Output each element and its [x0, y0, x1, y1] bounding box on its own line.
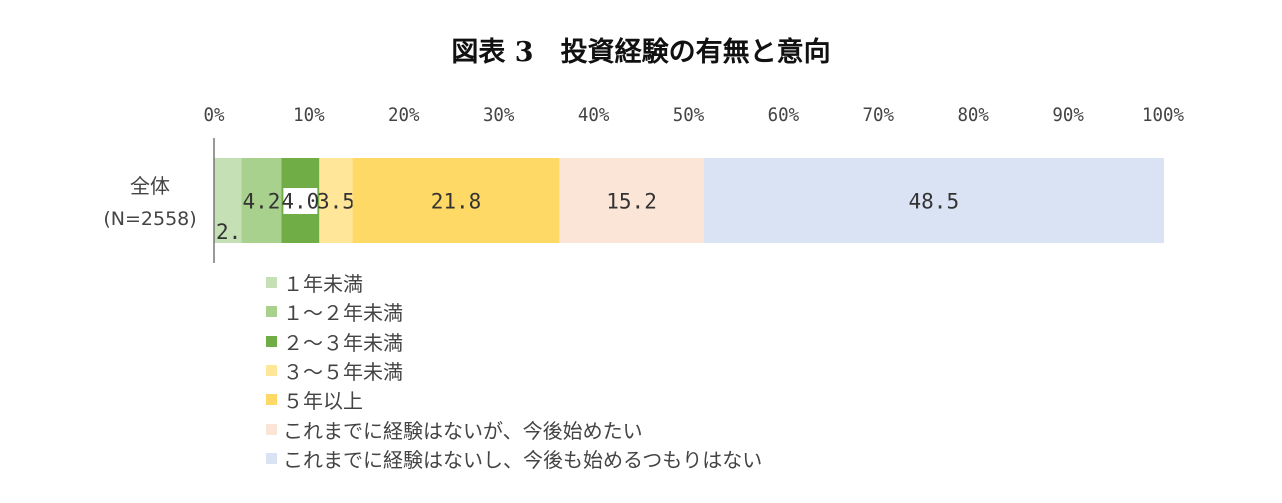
- legend-item: ３～５年未満: [266, 356, 762, 385]
- data-label: 3.5: [317, 190, 355, 214]
- bar-segment: [214, 158, 242, 243]
- x-tick-label: 60%: [768, 104, 800, 126]
- data-label: 48.5: [909, 190, 960, 214]
- data-label: 15.2: [606, 190, 657, 214]
- x-tick-label: 30%: [483, 104, 515, 126]
- x-tick-label: 40%: [578, 104, 610, 126]
- x-tick-label: 70%: [863, 104, 895, 126]
- legend-swatch: [266, 394, 277, 406]
- x-tick-label: 0%: [204, 104, 226, 126]
- chart-title: 図表 3 投資経験の有無と意向: [451, 37, 831, 68]
- data-label-background: [283, 188, 318, 214]
- legend-label: １年未満: [283, 272, 363, 297]
- legend-label: １～２年未満: [283, 301, 403, 326]
- bar-segment: [703, 158, 1164, 243]
- legend-label: これまでに経験はないし、今後も始めるつもりはない: [283, 447, 763, 472]
- legend-swatch: [266, 335, 277, 347]
- legend-item: これまでに経験はないが、今後始めたい: [266, 414, 762, 443]
- legend-label: ３～５年未満: [283, 360, 403, 385]
- legend-item: ５年以上: [266, 385, 762, 414]
- x-tick-label: 20%: [388, 104, 420, 126]
- bar-segment: [319, 158, 353, 243]
- legend-label: ２～３年未満: [283, 330, 403, 355]
- legend-item: １年未満: [266, 268, 762, 297]
- category-sublabel: (N=2558): [103, 208, 196, 230]
- x-tick-label: 80%: [957, 104, 989, 126]
- bar-segment: [559, 158, 704, 243]
- data-label: 4.2: [242, 190, 280, 214]
- legend: １年未満 １～２年未満 ２～３年未満 ３～５年未満 ５年以上これまでに経験はないが、今後…: [266, 268, 762, 473]
- bar-segment: [352, 158, 560, 243]
- legend-item: これまでに経験はないし、今後も始めるつもりはない: [266, 444, 762, 473]
- data-label: 4.0: [281, 190, 319, 214]
- bar-segment: [241, 158, 282, 243]
- x-tick-label: 100%: [1142, 104, 1185, 126]
- legend-label: ５年以上: [283, 389, 363, 414]
- x-tick-label: 50%: [673, 104, 705, 126]
- legend-swatch: [266, 452, 277, 464]
- legend-item: ２～３年未満: [266, 327, 762, 356]
- category-label: 全体: [130, 174, 170, 198]
- legend-item: １～２年未満: [266, 297, 762, 326]
- legend-swatch: [266, 423, 277, 435]
- x-tick-label: 90%: [1052, 104, 1084, 126]
- data-label: 21.8: [431, 190, 482, 214]
- legend-label: これまでに経験はないが、今後始めたい: [283, 418, 643, 443]
- legend-swatch: [266, 306, 277, 318]
- x-tick-label: 10%: [293, 104, 325, 126]
- legend-swatch: [266, 365, 277, 377]
- legend-swatch: [266, 277, 277, 289]
